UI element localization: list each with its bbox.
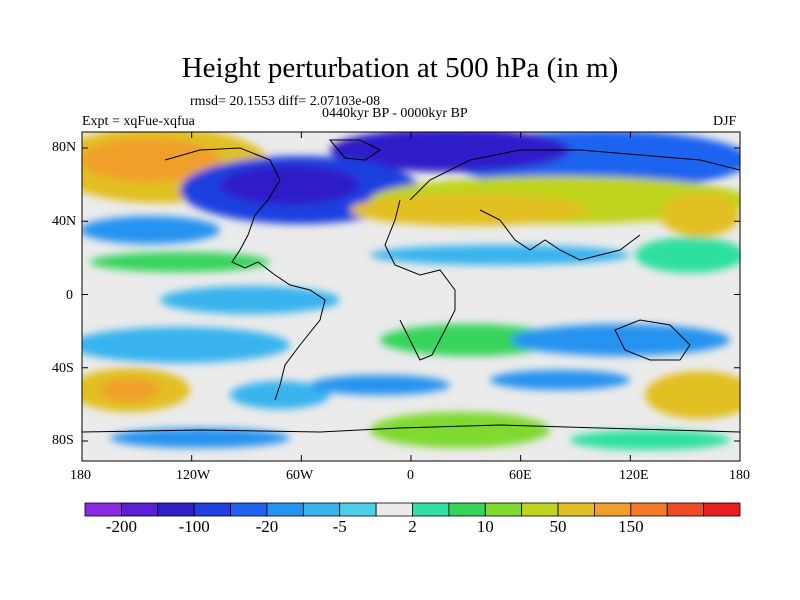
experiment-label: Expt = xqFue-xqfua <box>82 114 195 129</box>
period-text: 0440kyr BP - 0000kyr BP <box>322 106 468 121</box>
colorbar-label: -100 <box>178 517 210 536</box>
colorbar-swatch <box>412 502 450 517</box>
colorbar-swatch <box>375 502 413 517</box>
axis-ticks <box>81 132 741 461</box>
season-label: DJF <box>713 114 737 129</box>
lon-label-120w: 120W <box>176 468 211 483</box>
lon-label-60e: 60E <box>509 468 532 483</box>
lat-label-80n: 80N <box>52 140 77 155</box>
lon-label-0: 0 <box>407 468 414 483</box>
colorbar-swatch <box>630 502 668 517</box>
lon-label-60w: 60W <box>286 468 314 483</box>
colorbar-swatch <box>703 502 741 517</box>
colorbar-swatch <box>120 502 159 517</box>
colorbar-label: 2 <box>408 517 417 536</box>
colorbar-label: -20 <box>255 517 279 536</box>
coastlines <box>82 139 740 433</box>
colorbar-swatch <box>302 502 341 517</box>
lat-label-0: 0 <box>66 288 73 303</box>
lon-label-180w: 180 <box>70 468 91 483</box>
colorbar-label: 50 <box>549 517 567 536</box>
colorbar-label: 150 <box>618 517 644 536</box>
colorbar-label: 10 <box>476 517 494 536</box>
colorbar-swatch <box>448 502 486 517</box>
stats-text: rmsd= 20.1553 diff= 2.07103e-08 <box>190 94 381 109</box>
contour-field <box>82 132 740 461</box>
colorbar-swatch <box>230 502 268 517</box>
colorbar-swatch <box>193 502 231 517</box>
lon-label-180e: 180 <box>729 468 750 483</box>
map-title: Height perturbation at 500 hPa (in m) <box>181 52 619 84</box>
colorbar-swatch <box>339 502 377 517</box>
colorbar-label: -200 <box>105 517 137 536</box>
colorbar-swatch <box>666 502 705 517</box>
colorbar-swatch <box>266 502 304 517</box>
colorbar-swatch <box>594 502 632 517</box>
colorbar-swatch <box>484 502 523 517</box>
colorbar-swatch <box>84 502 122 517</box>
colorbar-label: -5 <box>332 517 347 536</box>
colorbar-swatch <box>557 502 595 517</box>
lon-label-120e: 120E <box>619 468 649 483</box>
colorbar-swatch <box>157 502 195 517</box>
lat-label-40n: 40N <box>52 214 77 229</box>
lat-label-80s: 80S <box>52 433 74 448</box>
colorbar-swatch <box>521 502 559 517</box>
lat-label-40s: 40S <box>52 361 74 376</box>
